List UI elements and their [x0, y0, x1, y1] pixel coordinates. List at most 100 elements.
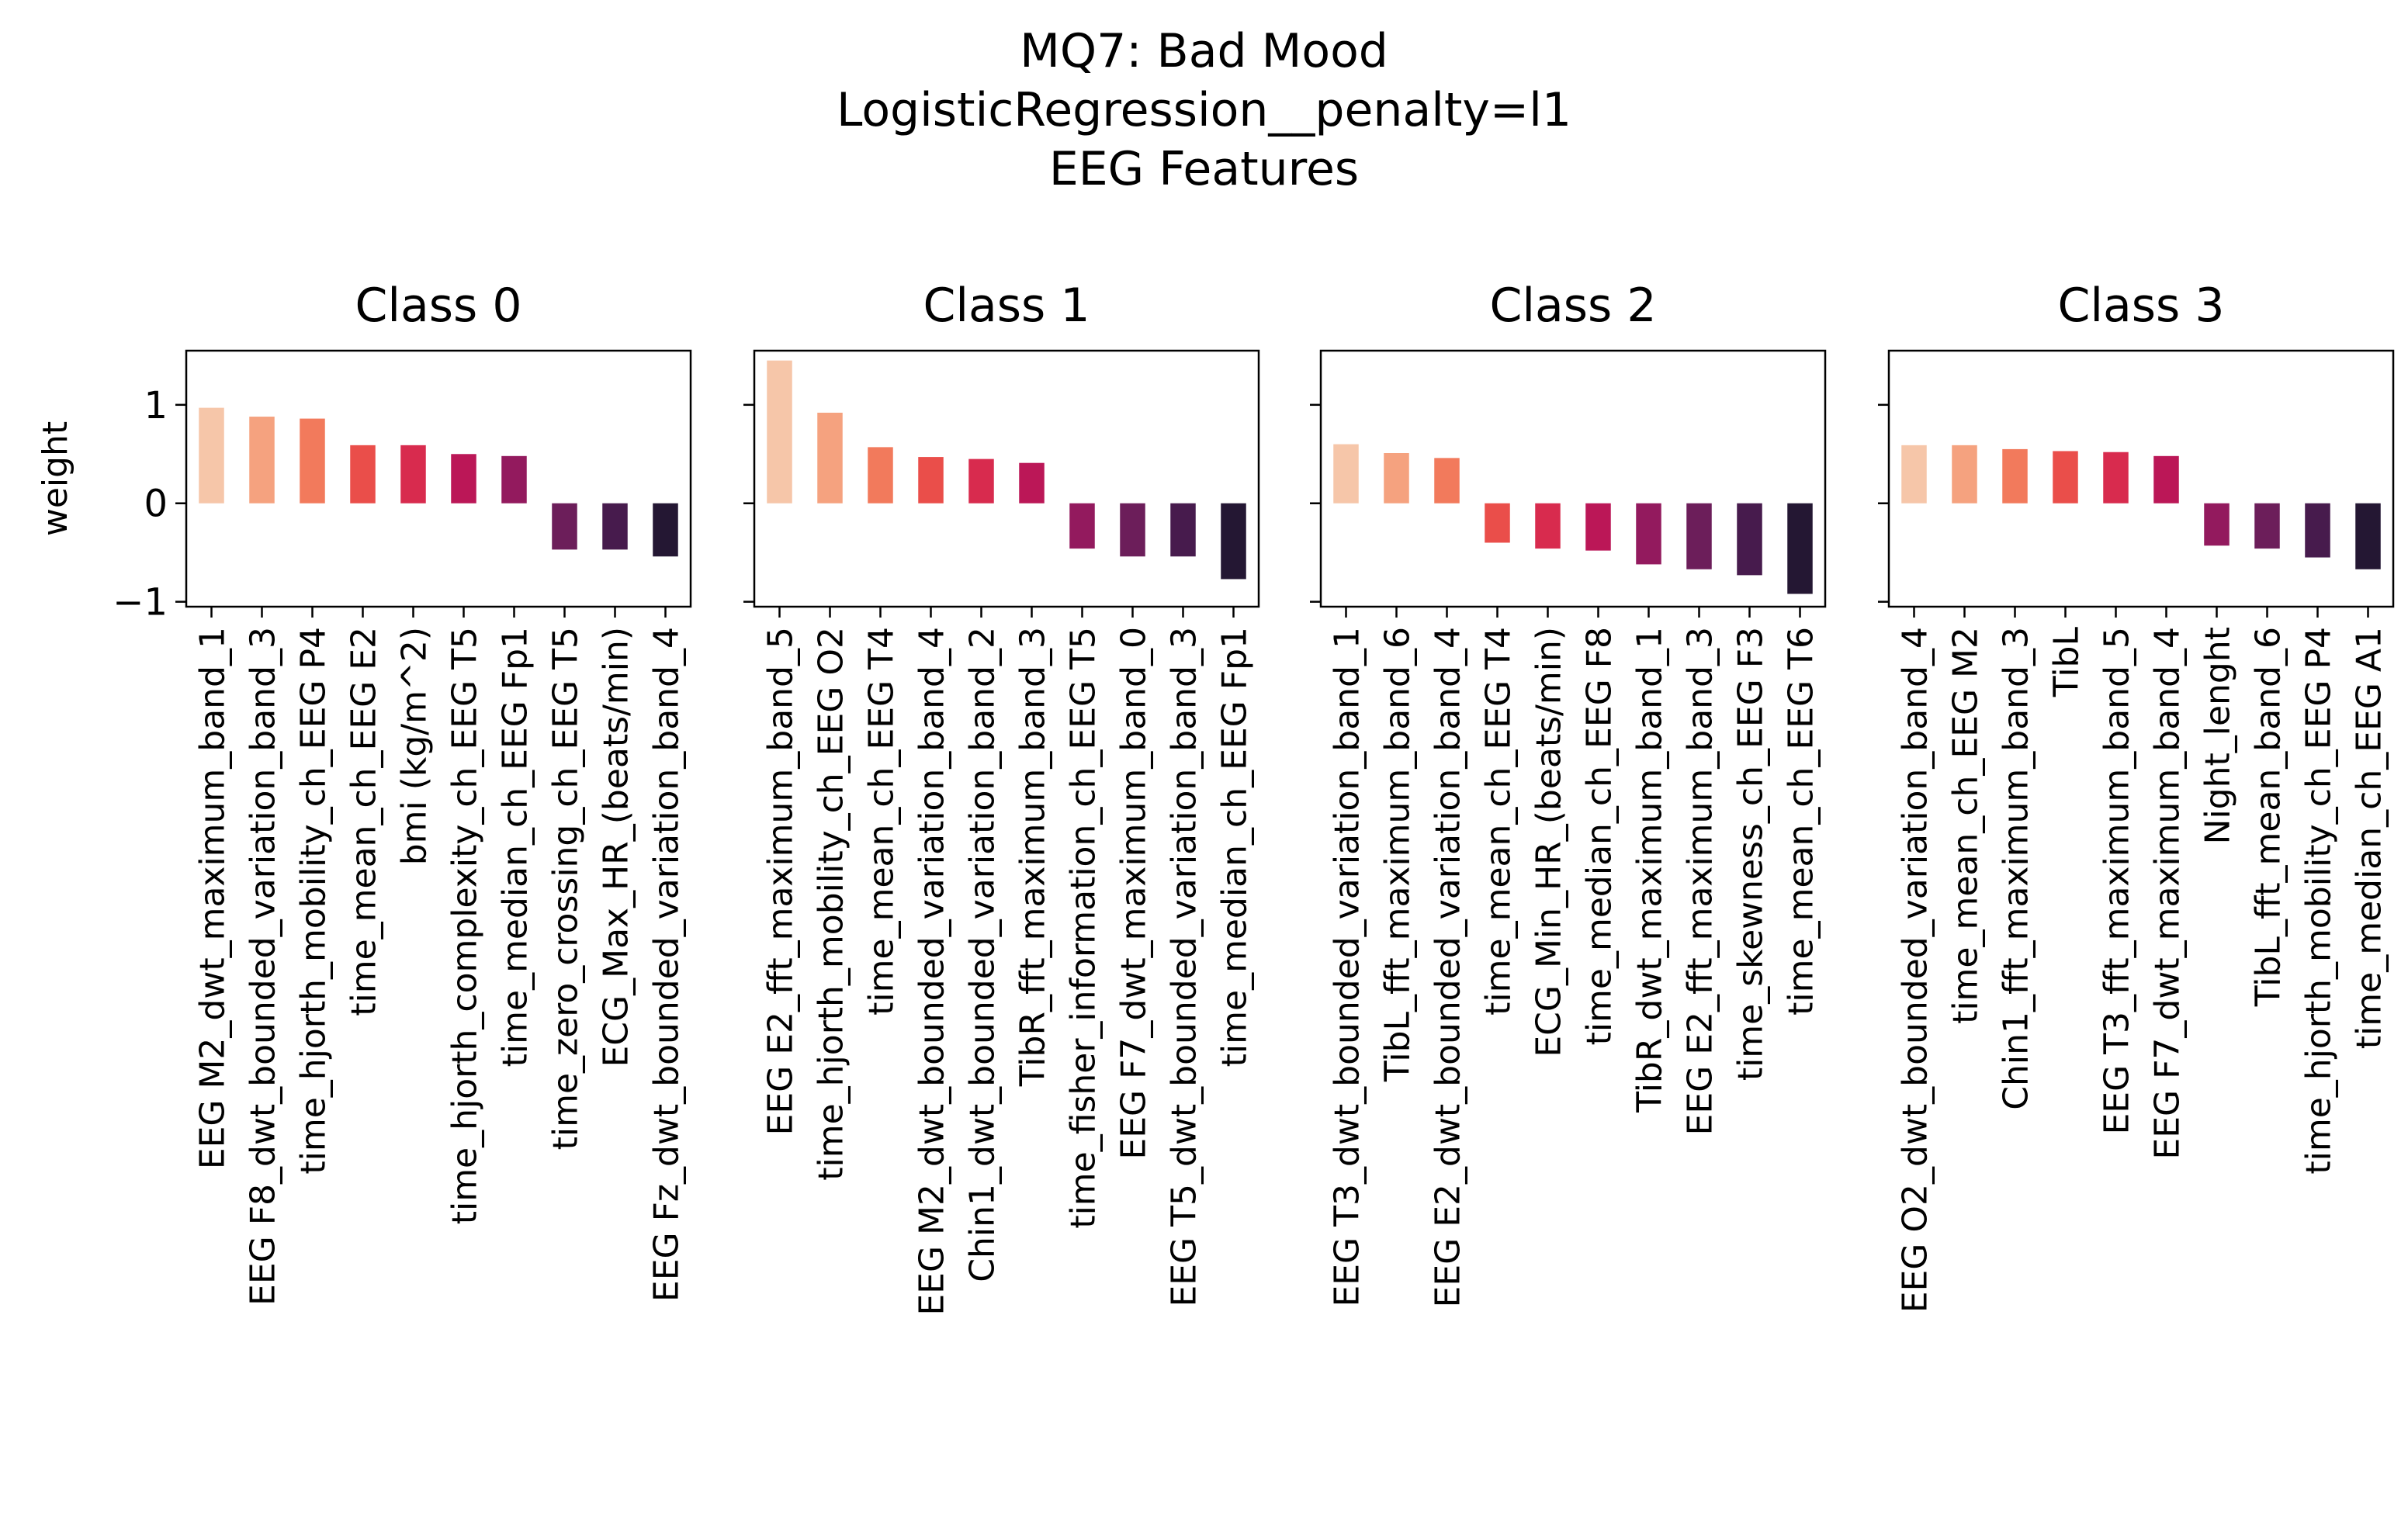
bar [2204, 503, 2230, 546]
bar [2153, 455, 2179, 504]
bar [2305, 503, 2330, 558]
figure-title-line-2: LogisticRegression__penalty=l1 [836, 83, 1572, 137]
x-tick-label: time_mean_ch_EEG T4 [1479, 627, 1519, 1016]
x-tick-label: time_zero_crossing_ch_EEG T5 [546, 627, 586, 1150]
x-tick-label: TibR_dwt_maximum_band_1 [1630, 627, 1670, 1113]
x-tick-label: time_hjorth_mobility_ch_EEG P4 [294, 627, 334, 1175]
panel-class-2: Class 2 EEG T3_dwt_bounded_variation_band… [1310, 279, 1827, 1307]
bar [552, 503, 577, 550]
panel-title: Class 2 [1489, 279, 1656, 333]
x-tick-label: Chin1_fft_maximum_band_3 [1997, 627, 2036, 1110]
x-tick-label: time_mean_ch_EEG T4 [862, 627, 902, 1016]
bar [1901, 445, 1927, 504]
x-tick-label: time_median_ch_EEG A1 [2350, 627, 2389, 1049]
x-tick-label: EEG E2_fft_maximum_band_3 [1681, 627, 1720, 1135]
x-tick-label: EEG Fz_dwt_bounded_variation_band_4 [647, 627, 687, 1302]
bar [249, 417, 275, 504]
axes-frame [185, 349, 692, 608]
x-tick-label: time_median_ch_EEG F8 [1580, 627, 1620, 1045]
x-tick-label: time_hjorth_mobility_ch_EEG P4 [2299, 627, 2339, 1175]
bar [1636, 503, 1661, 565]
bar [968, 459, 994, 504]
x-tick-label: EEG E2_dwt_bounded_variation_band_4 [1429, 627, 1468, 1307]
x-tick-label: time_fisher_information_ch_EEG T5 [1064, 627, 1104, 1229]
figure-title-line-1: MQ7: Bad Mood [1020, 24, 1388, 78]
bar [1384, 453, 1409, 504]
x-tick-label: time_hjorth_complexity_ch_EEG T5 [445, 627, 485, 1224]
y-tick-label: −1 [113, 581, 168, 625]
x-tick-label: Night_lenght [2198, 627, 2238, 844]
bar [1069, 503, 1095, 549]
x-tick-label: time_median_ch_EEG Fp1 [496, 627, 535, 1067]
bar [1787, 503, 1813, 594]
bar [2254, 503, 2280, 549]
x-tick-label: EEG T5_dwt_bounded_variation_band_3 [1165, 627, 1204, 1307]
bar [767, 360, 792, 504]
bar [1585, 503, 1611, 551]
figure-title: MQ7: Bad Mood LogisticRegression__penalt… [0, 22, 2408, 199]
bar [868, 447, 893, 504]
x-tick-label: EEG F8_dwt_bounded_variation_band_3 [244, 627, 283, 1306]
bar [1221, 503, 1246, 580]
bar [918, 457, 944, 504]
bar [602, 503, 628, 550]
bar [2103, 452, 2129, 504]
x-tick-label: EEG F7_dwt_maximum_band_4 [2148, 627, 2188, 1160]
x-tick-label: EEG T3_fft_maximum_band_5 [2098, 627, 2137, 1135]
x-tick-label: EEG O2_dwt_bounded_variation_band_4 [1896, 627, 1935, 1313]
x-tick-label: TibL_fft_maximum_band_6 [1378, 627, 1418, 1082]
axes-frame [1887, 349, 2395, 608]
panel-title: Class 0 [355, 279, 521, 333]
bar [1485, 503, 1510, 543]
bar [1686, 503, 1712, 569]
panel-class-3: Class 3 EEG O2_dwt_bounded_variation_band… [1878, 279, 2395, 1313]
axes-frame [753, 349, 1260, 608]
panel-class-0: −1 0 1 weight Class 0 EEG M2_dwt_maximum_band… [36, 279, 692, 1306]
x-tick-label: bmi (kg/m^2) [395, 627, 435, 865]
bar [1952, 445, 1977, 504]
x-tick-label: ECG_Max_HR_(beats/min) [597, 627, 636, 1068]
bar [350, 445, 376, 504]
bar [1737, 503, 1762, 576]
bar [300, 418, 325, 504]
figure-title-line-3: EEG Features [1048, 142, 1360, 196]
bar [1535, 503, 1561, 549]
bar [1434, 458, 1460, 504]
y-axis-label: weight [36, 421, 75, 536]
bar [653, 503, 678, 557]
x-tick-label: time_skewness_ch_EEG F3 [1731, 627, 1771, 1081]
x-tick-label: EEG E2_fft_maximum_band_5 [761, 627, 801, 1135]
x-tick-label: time_mean_ch_EEG E2 [345, 627, 384, 1016]
y-tick-label: 1 [144, 384, 168, 427]
x-tick-label: time_mean_ch_EEG M2 [1946, 627, 1986, 1024]
x-tick-label: time_hjorth_mobility_ch_EEG O2 [812, 627, 851, 1181]
panel-title: Class 1 [923, 279, 1090, 333]
x-tick-label: TibL_fft_mean_band_6 [2249, 627, 2288, 1007]
bar [451, 454, 476, 504]
panel-title: Class 3 [2057, 279, 2224, 333]
axes-frame [1319, 349, 1827, 608]
x-tick-label: time_median_ch_EEG Fp1 [1215, 627, 1255, 1067]
x-tick-label: EEG M2_dwt_maximum_band_1 [193, 627, 233, 1169]
bar [400, 445, 426, 504]
bar [2053, 451, 2078, 504]
x-tick-label: ECG_Min_HR_(beats/min) [1530, 627, 1569, 1057]
x-tick-label: time_mean_ch_EEG T6 [1782, 627, 1821, 1016]
x-tick-label: TibL [2047, 627, 2087, 698]
bar [1019, 462, 1045, 504]
x-tick-label: EEG M2_dwt_bounded_variation_band_4 [913, 627, 952, 1316]
bar [199, 407, 224, 504]
x-tick-label: EEG F7_dwt_maximum_band_0 [1114, 627, 1154, 1160]
bar [817, 412, 843, 504]
bar [501, 455, 527, 504]
bar [1333, 444, 1359, 504]
panel-class-1: Class 1 EEG E2_fft_maximum_band_5 time_hjo… [743, 279, 1260, 1316]
bar [2002, 448, 2028, 504]
y-tick-label: 0 [144, 483, 168, 526]
x-tick-label: EEG T3_dwt_bounded_variation_band_1 [1328, 627, 1367, 1307]
bar [1120, 503, 1145, 557]
x-tick-label: TibR_fft_maximum_band_3 [1013, 627, 1053, 1087]
bar [1170, 503, 1196, 557]
x-tick-label: Chin1_dwt_bounded_variation_band_2 [963, 627, 1003, 1282]
